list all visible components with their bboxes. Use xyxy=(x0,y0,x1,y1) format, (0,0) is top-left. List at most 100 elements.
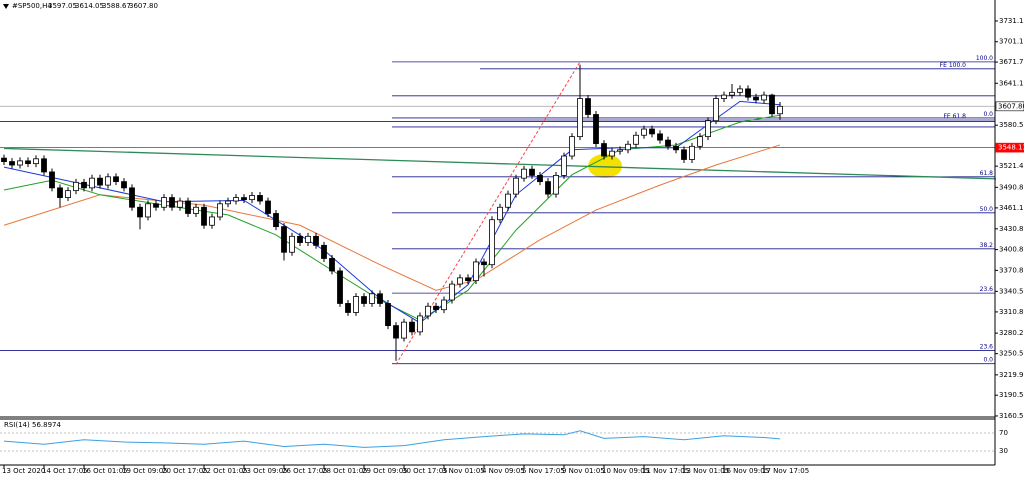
candle-body xyxy=(521,168,527,179)
candle-body xyxy=(553,175,559,195)
candle-body xyxy=(569,136,575,157)
candle-body xyxy=(721,94,727,99)
candle-body xyxy=(129,187,135,208)
fibo-level-label: 38.2 xyxy=(980,242,994,249)
candle-body xyxy=(49,171,55,189)
trendline xyxy=(3,147,997,180)
candle-body xyxy=(329,258,335,272)
candle-body xyxy=(161,197,167,208)
candle-body xyxy=(305,235,311,243)
candle-body xyxy=(745,88,751,98)
candle-body xyxy=(337,270,343,304)
candle-body xyxy=(41,158,47,173)
x-tick-label: 20 Oct 17:05 xyxy=(162,467,208,475)
rsi-tick-label: 30 xyxy=(999,447,1008,455)
candle-body xyxy=(1,157,7,162)
candle-body xyxy=(97,177,103,186)
ohlc-close: 3607.80 xyxy=(129,2,158,10)
candle-body xyxy=(9,161,15,166)
candle-body xyxy=(121,181,127,189)
y-tick-label: 3190.50 xyxy=(999,391,1024,399)
candle-body xyxy=(289,235,295,253)
candle-body xyxy=(593,114,599,144)
y-tick-label: 3490.80 xyxy=(999,183,1024,191)
y-tick-label: 3521.40 xyxy=(999,162,1024,170)
ohlc-open: 3597.05 xyxy=(48,2,77,10)
support-line-box xyxy=(995,142,1024,153)
x-tick-label: 19 Oct 09:05 xyxy=(122,467,168,475)
candle-body xyxy=(417,315,423,333)
candle-body xyxy=(713,98,719,122)
fibo-level-label: 0.0 xyxy=(983,357,993,364)
candle-body xyxy=(537,175,543,183)
candle-body xyxy=(753,96,759,101)
candle-body xyxy=(393,325,399,339)
x-tick-label: 23 Oct 09:05 xyxy=(242,467,288,475)
x-tick-label: 3 Nov 01:05 xyxy=(442,467,485,475)
candle-body xyxy=(425,305,431,317)
candle-body xyxy=(241,197,247,201)
x-tick-label: 16 Oct 01:05 xyxy=(82,467,128,475)
y-tick-label: 3219.90 xyxy=(999,371,1024,379)
candle-body xyxy=(577,98,583,138)
y-tick-label: 3400.80 xyxy=(999,246,1024,254)
candle-body xyxy=(73,181,79,192)
rsi-title: RSI(14) xyxy=(4,421,30,429)
x-tick-label: 29 Oct 09:05 xyxy=(362,467,408,475)
candle-body xyxy=(177,200,183,208)
fibo-level-label: FE 100.0 xyxy=(940,62,967,69)
candle-body xyxy=(273,213,279,228)
candle-body xyxy=(625,143,631,151)
x-tick-label: 26 Oct 17:05 xyxy=(282,467,328,475)
candle-body xyxy=(513,177,519,195)
y-tick-label: 3280.20 xyxy=(999,329,1024,337)
fibo-level-label: 61.8 xyxy=(980,170,994,177)
candle-body xyxy=(689,145,695,160)
candle-body xyxy=(545,181,551,195)
x-tick-label: 28 Oct 01:05 xyxy=(322,467,368,475)
y-tick-label: 3250.50 xyxy=(999,350,1024,358)
candle-body xyxy=(209,216,215,226)
candle-body xyxy=(649,128,655,135)
candle-body xyxy=(633,134,639,145)
x-tick-label: 5 Nov 17:05 xyxy=(522,467,565,475)
rsi-tick-label: 70 xyxy=(999,429,1008,437)
candle-body xyxy=(145,203,151,218)
candle-body xyxy=(497,206,503,221)
candle-body xyxy=(377,293,383,304)
candle-body xyxy=(561,155,567,176)
candle-body xyxy=(249,195,255,201)
x-tick-label: 11 Nov 17:05 xyxy=(642,467,689,475)
candle-body xyxy=(609,150,615,157)
candle-body xyxy=(345,303,351,313)
y-tick-label: 3160.50 xyxy=(999,412,1024,420)
y-tick-label: 3671.70 xyxy=(999,58,1024,66)
symbol-icon xyxy=(3,4,9,9)
x-tick-label: 16 Nov 09:05 xyxy=(722,467,769,475)
candle-body xyxy=(665,139,671,147)
candle-body xyxy=(737,88,743,93)
candle-body xyxy=(81,181,87,189)
current-price-line-label: 3607.80 xyxy=(998,102,1024,110)
candle-body xyxy=(769,94,775,115)
y-tick-label: 3430.80 xyxy=(999,225,1024,233)
fibo-level-label: 100.0 xyxy=(976,55,993,62)
x-tick-label: 22 Oct 01:05 xyxy=(202,467,248,475)
candle-body xyxy=(505,193,511,208)
candle-body xyxy=(585,98,591,115)
candle-body xyxy=(193,206,199,214)
candle-body xyxy=(65,190,71,198)
candle-body xyxy=(481,261,487,266)
candle-body xyxy=(601,143,607,157)
candle-body xyxy=(465,277,471,282)
candle-body xyxy=(225,200,231,205)
candle-body xyxy=(265,200,271,214)
candle-body xyxy=(233,197,239,202)
plot-area: 100.0 FE 100.0 0.0 FE 61.8 61.8 50.0 38.2 23.6 2… xyxy=(0,55,997,452)
candle-body xyxy=(529,168,535,176)
candle-body xyxy=(17,160,23,166)
candle-body xyxy=(441,299,447,311)
